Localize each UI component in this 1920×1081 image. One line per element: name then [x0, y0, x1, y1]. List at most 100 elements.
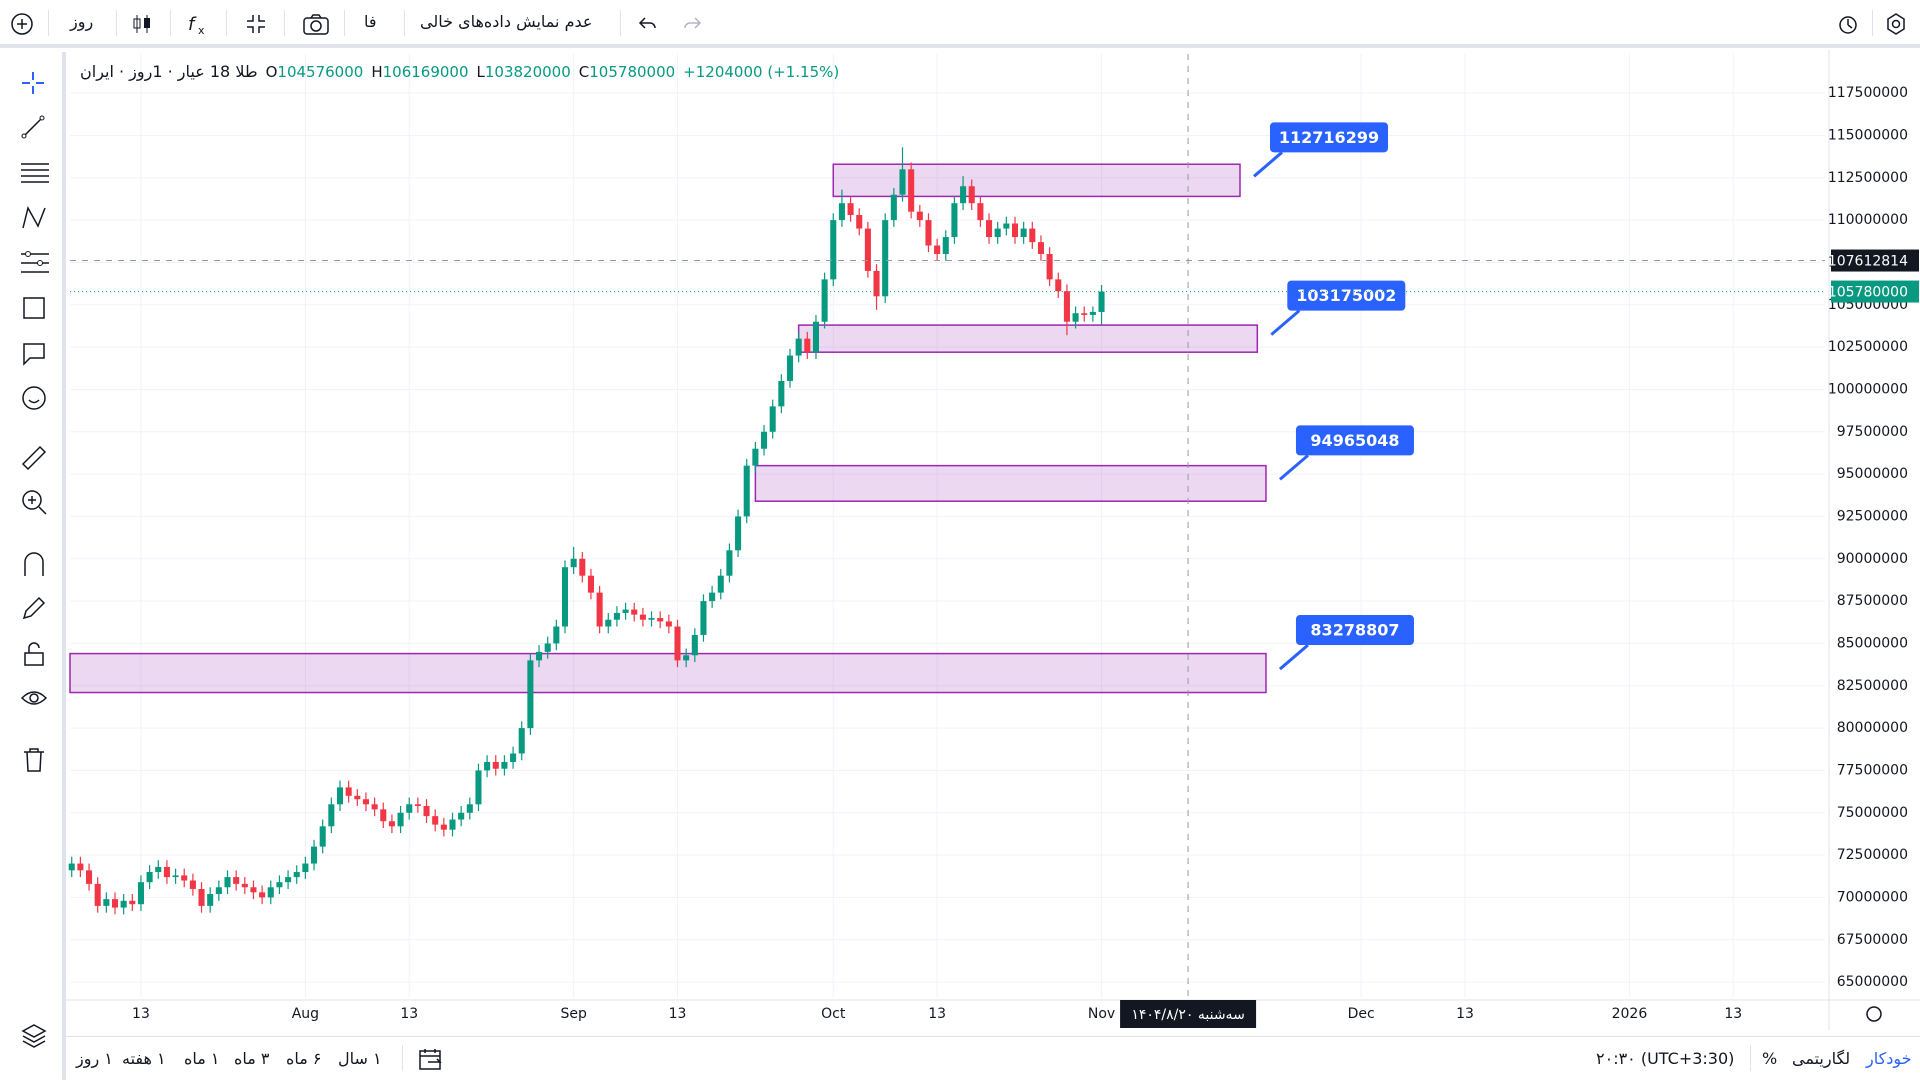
separator — [170, 10, 171, 36]
candle-body — [882, 220, 889, 297]
auto-toggle[interactable]: خودکار — [1866, 1049, 1912, 1068]
candle-body — [709, 592, 716, 602]
candle-body — [726, 550, 733, 576]
log-toggle[interactable]: لگاریتمی — [1792, 1049, 1851, 1068]
symbol-title: طلا 18 عیار · 1روز · ایران — [80, 62, 258, 81]
alert-button[interactable] — [1836, 12, 1860, 36]
callout-pointer — [1253, 151, 1283, 178]
candle-body — [267, 887, 274, 898]
delete-tool[interactable] — [20, 746, 48, 774]
separator — [284, 10, 285, 36]
measure-tool[interactable] — [20, 444, 48, 472]
text-tool[interactable] — [20, 340, 48, 368]
y-tick-label: 115000000 — [1828, 127, 1908, 143]
stay-in-drawing-tool[interactable] — [20, 594, 48, 622]
x-tick-label: Dec — [1348, 1006, 1375, 1022]
svg-text:x: x — [198, 24, 205, 36]
candle-body — [864, 228, 871, 271]
candle-body — [752, 448, 759, 466]
range-button[interactable]: ۶ ماه — [286, 1049, 322, 1068]
candle-body — [1089, 311, 1096, 315]
screenshot-button[interactable] — [302, 12, 330, 36]
shape-tool[interactable] — [20, 294, 48, 322]
chart-type-button[interactable] — [130, 12, 154, 36]
crosshair-price-label: 107612814 — [1828, 254, 1908, 270]
icon-tool[interactable] — [20, 384, 48, 412]
add-symbol-button[interactable] — [10, 12, 34, 36]
candle-body — [986, 220, 993, 238]
x-tick-label: 13 — [1724, 1006, 1742, 1022]
candle-body — [821, 279, 828, 322]
magnet-tool[interactable] — [20, 550, 48, 578]
candle-body — [648, 618, 655, 620]
timezone[interactable]: (UTC+3:30) ۲۰:۳۰ — [1596, 1049, 1735, 1068]
pattern-tool[interactable] — [20, 204, 48, 232]
candle-body — [960, 186, 967, 204]
candle-body — [207, 894, 214, 906]
empty-data-toggle[interactable]: عدم نمایش داده‌های خالی — [420, 12, 593, 31]
goto-date-button[interactable] — [418, 1047, 444, 1071]
candle-body — [1003, 223, 1010, 229]
range-button[interactable]: ۱ روز — [76, 1049, 113, 1068]
prediction-tool[interactable] — [20, 250, 50, 276]
candle-body — [259, 892, 266, 898]
settings-button[interactable] — [1884, 12, 1908, 36]
range-button[interactable]: ۱ هفته — [122, 1049, 166, 1068]
callout-pointer — [1278, 454, 1309, 481]
candle-body — [994, 228, 1001, 238]
y-tick-label: 90000000 — [1837, 551, 1908, 567]
interval-button[interactable]: روز — [70, 12, 94, 31]
zoom-tool[interactable] — [20, 488, 48, 516]
separator — [1872, 10, 1873, 36]
hide-tool[interactable] — [20, 684, 48, 712]
candle-body — [631, 609, 638, 615]
y-tick-label: 65000000 — [1837, 974, 1908, 990]
candle-body — [899, 169, 906, 195]
y-tick-label: 102500000 — [1828, 339, 1908, 355]
object-tree-button[interactable] — [20, 1022, 48, 1050]
candle-body — [215, 887, 222, 895]
range-button[interactable]: ۳ ماه — [234, 1049, 270, 1068]
language-button[interactable]: فا — [364, 12, 377, 31]
separator — [226, 10, 227, 36]
candle-body — [579, 558, 586, 576]
callout-box — [1295, 425, 1414, 456]
candle-body — [198, 888, 205, 906]
range-button[interactable]: ۱ ماه — [184, 1049, 220, 1068]
candle-body — [319, 826, 326, 847]
y-tick-label: 95000000 — [1837, 466, 1908, 482]
label: C — [578, 62, 590, 81]
undo-button[interactable] — [636, 12, 660, 36]
x-tick-label: 13 — [669, 1006, 687, 1022]
trend-line-tool[interactable] — [20, 114, 46, 140]
candle-body — [804, 338, 811, 353]
y-tick-label: 87500000 — [1837, 593, 1908, 609]
svg-text:f: f — [188, 14, 197, 35]
axis-settings-icon — [1866, 1006, 1882, 1022]
candle-body — [189, 880, 196, 889]
candle-body — [1020, 228, 1027, 238]
separator — [48, 10, 49, 36]
candle-body — [657, 618, 664, 622]
candle-body — [94, 883, 101, 906]
candle-body — [916, 211, 923, 221]
crosshair-tool[interactable] — [20, 70, 46, 96]
candle-body — [380, 809, 387, 822]
percent-toggle[interactable]: % — [1762, 1049, 1778, 1068]
candle-body — [908, 169, 915, 212]
x-tick-label: Oct — [821, 1006, 846, 1022]
candle-body — [622, 609, 629, 613]
candle-body — [345, 787, 352, 796]
candle-body — [362, 799, 369, 805]
fullscreen-button[interactable] — [244, 12, 268, 36]
value: 103820000 — [484, 62, 571, 81]
candle-body — [735, 516, 742, 551]
candle-body — [544, 643, 551, 652]
fib-tool[interactable] — [20, 160, 50, 186]
candle-body — [977, 203, 984, 221]
separator — [620, 10, 621, 36]
lock-tool[interactable] — [20, 640, 48, 668]
redo-button[interactable] — [680, 12, 704, 36]
range-button[interactable]: ۱ سال — [338, 1049, 382, 1068]
